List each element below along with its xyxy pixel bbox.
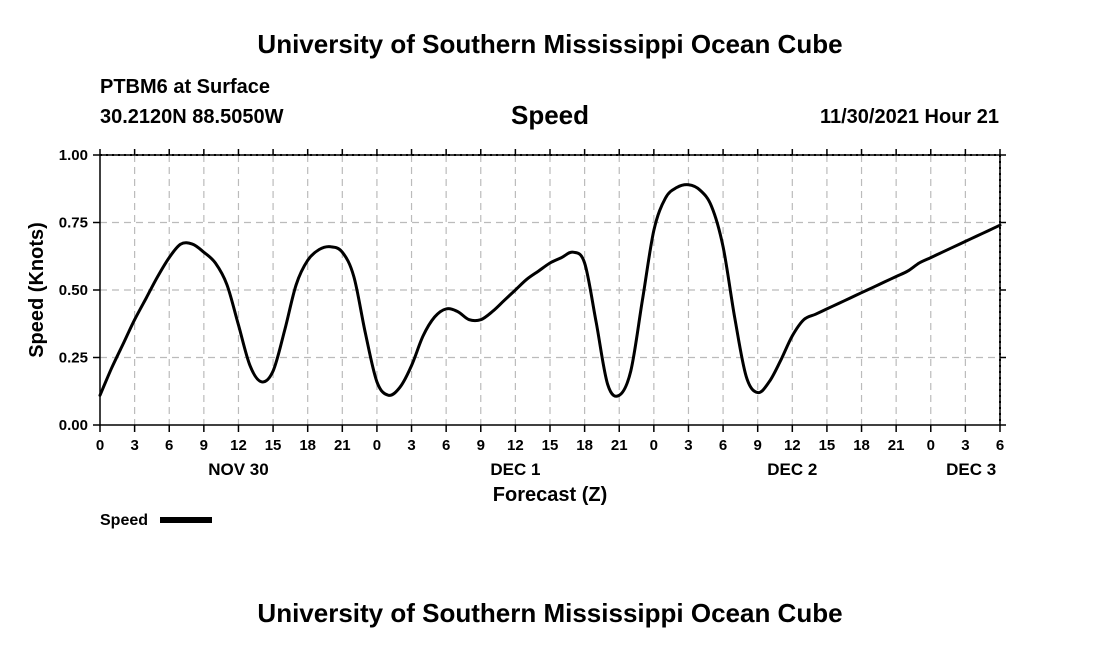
x-tick-label: 21 [611, 437, 628, 454]
date-label: DEC 3 [946, 460, 996, 479]
x-tick-label: 6 [442, 437, 450, 454]
y-tick-label: 0.50 [59, 282, 88, 299]
station-label: PTBM6 at Surface [100, 76, 271, 98]
datetime-label: 11/30/2021 Hour 21 [819, 106, 999, 128]
x-tick-label: 15 [542, 437, 559, 454]
grid [100, 155, 1000, 425]
x-tick-label: 21 [334, 437, 351, 454]
x-tick-label: 18 [576, 437, 593, 454]
x-tick-label: 0 [373, 437, 381, 454]
x-tick-label: 0 [96, 437, 104, 454]
chart-title: Speed [510, 100, 590, 130]
x-tick-label: 0 [927, 437, 935, 454]
page-title: University of Southern Mississippi Ocean… [257, 29, 843, 59]
axis-ticks: 0 3 6 9 12 15 18 21 0 3 6 9 12 15 18 21 0 3 6 9 12 15 18 21 0 3 6 0… [59, 147, 1006, 479]
x-tick-label: 12 [507, 437, 524, 454]
x-tick-label: 15 [819, 437, 836, 454]
x-tick-label: 3 [407, 437, 415, 454]
x-tick-label: 3 [961, 437, 969, 454]
x-tick-label: 6 [719, 437, 727, 454]
y-tick-label: 1.00 [59, 147, 88, 164]
x-tick-label: 15 [265, 437, 282, 454]
x-tick-label: 21 [888, 437, 905, 454]
footer-title: University of Southern Mississippi Ocean… [257, 598, 843, 628]
y-axis-label: Speed (Knots) [26, 222, 48, 358]
speed-series-line [98, 183, 1002, 398]
legend-label: Speed [100, 512, 148, 529]
coordinates-label: 30.2120N 88.5050W [100, 106, 284, 128]
date-label: DEC 1 [490, 460, 540, 479]
x-tick-label: 6 [996, 437, 1004, 454]
x-tick-label: 12 [784, 437, 801, 454]
x-tick-label: 3 [684, 437, 692, 454]
x-tick-label: 18 [299, 437, 316, 454]
x-tick-label: 6 [165, 437, 173, 454]
x-tick-label: 18 [853, 437, 870, 454]
x-tick-label: 3 [130, 437, 138, 454]
y-tick-label: 0.75 [59, 215, 88, 232]
x-tick-label: 9 [477, 437, 485, 454]
x-tick-label: 9 [754, 437, 762, 454]
x-tick-label: 0 [650, 437, 658, 454]
x-axis-label: Forecast (Z) [493, 484, 607, 506]
x-tick-label: 12 [230, 437, 247, 454]
y-tick-label: 0.00 [59, 417, 88, 434]
y-tick-label: 0.25 [59, 350, 88, 367]
date-label: NOV 30 [208, 460, 268, 479]
date-label: DEC 2 [767, 460, 817, 479]
x-tick-label: 9 [200, 437, 208, 454]
